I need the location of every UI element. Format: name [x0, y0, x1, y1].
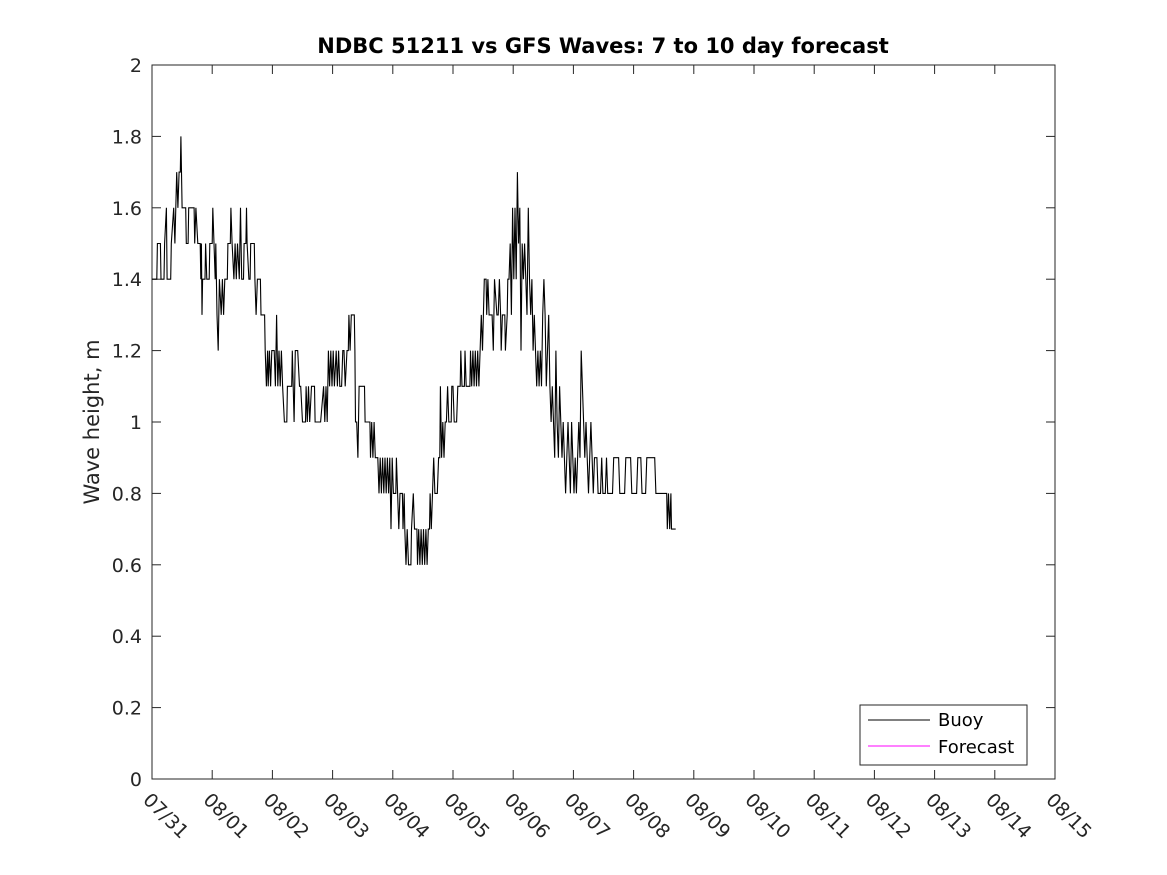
series-line-buoy	[152, 136, 676, 566]
x-tick-label: 08/05	[439, 789, 493, 843]
legend-box	[859, 704, 1028, 766]
y-tick-label: 0.6	[112, 555, 142, 577]
x-tick-label: 08/12	[861, 789, 915, 843]
y-tick-label: 0.2	[112, 698, 142, 720]
x-tick-label: 08/15	[1041, 789, 1095, 843]
x-tick-label: 07/31	[138, 789, 192, 843]
x-tick-label: 08/09	[680, 789, 734, 843]
y-tick-label: 1.8	[112, 126, 142, 148]
x-tick-label: 08/06	[500, 789, 554, 843]
y-tick-label: 0.4	[112, 626, 142, 648]
legend: Buoy Forecast	[859, 704, 1028, 766]
y-tick-label: 1.2	[112, 341, 142, 363]
chart-title: NDBC 51211 vs GFS Waves: 7 to 10 day for…	[317, 34, 888, 58]
x-tick-label: 08/04	[379, 789, 433, 843]
x-tick-label: 08/01	[199, 789, 253, 843]
y-tick-label: 1.4	[112, 269, 142, 291]
x-tick-label: 08/11	[801, 789, 855, 843]
y-tick-label: 2	[130, 55, 142, 77]
x-tick-label: 08/08	[620, 789, 674, 843]
y-axis-label: Wave height, m	[80, 339, 104, 504]
y-tick-label: 1	[130, 412, 142, 434]
x-tick-label: 08/13	[921, 789, 975, 843]
y-axis: 0 0.2 0.4 0.6 0.8 1 1.2 1.4 1.6 1.8 2	[112, 55, 1055, 791]
x-tick-label: 08/10	[740, 789, 794, 843]
x-tick-label: 08/02	[259, 789, 313, 843]
y-tick-label: 0.8	[112, 483, 142, 505]
x-tick-label: 08/07	[560, 789, 614, 843]
legend-label-buoy: Buoy	[938, 710, 984, 731]
y-tick-label: 0	[130, 769, 142, 791]
x-tick-label: 08/14	[981, 789, 1035, 843]
plot-area	[151, 64, 1056, 780]
y-tick-label: 1.6	[112, 198, 142, 220]
legend-label-forecast: Forecast	[938, 737, 1014, 758]
x-tick-label: 08/03	[319, 789, 373, 843]
